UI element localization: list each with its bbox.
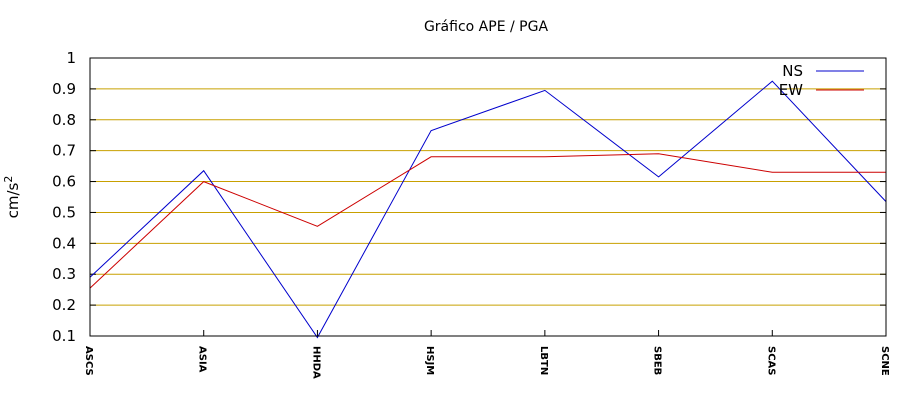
x-tick-label: HSJM: [424, 346, 435, 375]
series-lines: [89, 80, 887, 339]
x-tick-label: SBEB: [652, 346, 663, 375]
y-tick-label: 0.5: [52, 203, 76, 221]
y-tick-label: 0.3: [52, 265, 76, 283]
grid-lines: [90, 88, 886, 306]
x-axis-ticks: ASCS ASIA HHDA HSJM LBTN SBEB SCAS SCNE: [83, 330, 890, 379]
chart-title: Gráfico APE / PGA: [424, 19, 548, 35]
plot-frame: [89, 57, 887, 337]
y-tick-label: 1: [66, 49, 76, 67]
y-tick-label: 0.2: [52, 296, 76, 314]
x-tick-label: ASIA: [197, 346, 208, 373]
y-tick-label: 0.1: [52, 327, 76, 345]
x-tick-label: ASCS: [83, 346, 94, 376]
series-line-ns: [89, 80, 887, 339]
y-axis-ticks: 0.1 0.2 0.3 0.4 0.5 0.6 0.7 0.8 0.9 1: [52, 49, 886, 345]
y-tick-label: 0.8: [52, 111, 76, 129]
y-tick-label: 0.6: [52, 173, 76, 191]
y-axis-label: cm/s2: [2, 176, 22, 219]
x-tick-label: SCAS: [765, 346, 776, 375]
y-tick-label: 0.4: [52, 234, 76, 252]
series-line-ew: [89, 153, 886, 289]
legend-label-ew: EW: [779, 81, 803, 99]
y-tick-label: 0.9: [52, 80, 76, 98]
y-tick-label: 0.7: [52, 142, 76, 160]
x-tick-label: HHDA: [310, 346, 321, 379]
x-tick-label: LBTN: [538, 346, 549, 375]
x-tick-label: SCNE: [879, 346, 890, 376]
legend-label-ns: NS: [782, 62, 803, 80]
